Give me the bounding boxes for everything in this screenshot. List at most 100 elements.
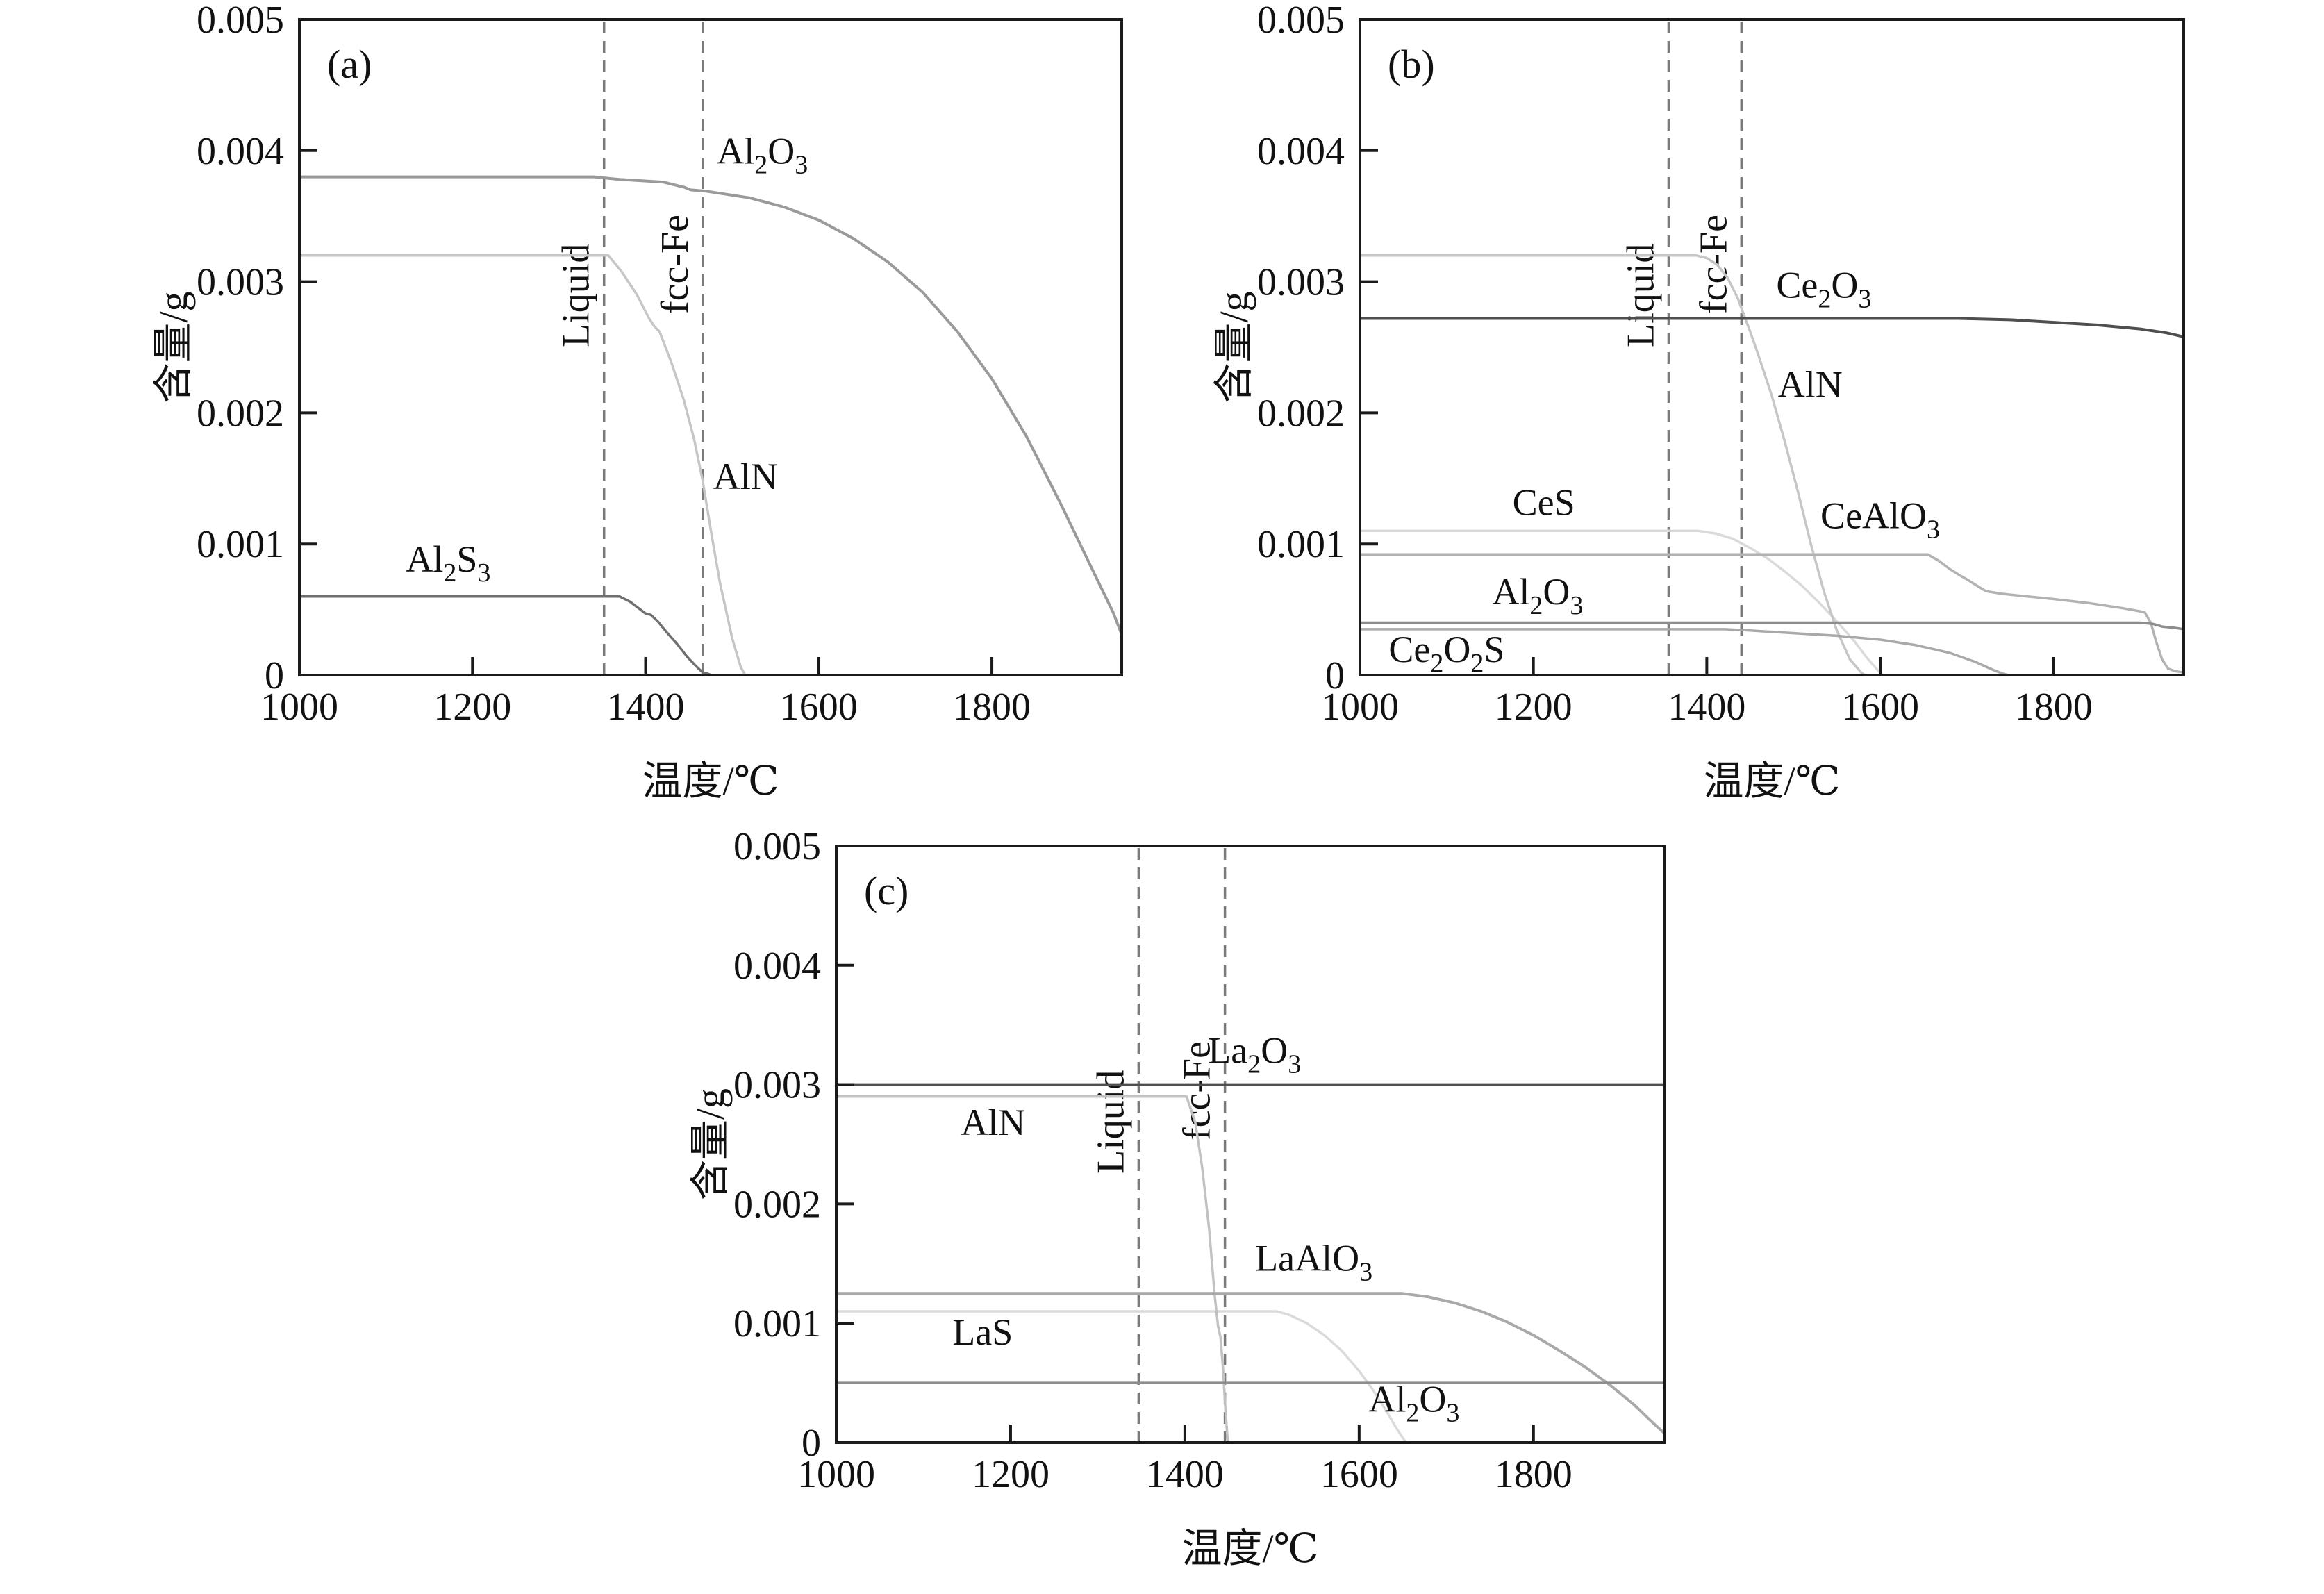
formula-subscript: 2 [1818, 284, 1831, 313]
formula-subscript: 2 [1247, 1050, 1261, 1079]
formula-subscript: 2 [443, 558, 456, 588]
curve-cealo3-b [1360, 553, 2184, 674]
x-axis-title-b: 温度/℃ [1704, 758, 1841, 804]
formula-text: CeS [1513, 482, 1575, 524]
formula-subscript: 3 [1927, 515, 1940, 545]
axis-frame-b [1359, 18, 2185, 676]
y-tick-label-a: 0.004 [197, 130, 284, 173]
x-tick-label-c: 1600 [1320, 1453, 1398, 1496]
formula-subscript: 2 [1529, 591, 1543, 620]
curve-ce2o2s-b [1360, 628, 2009, 676]
formula-subscript: 2 [1430, 649, 1443, 678]
formula-subscript: 3 [1858, 284, 1871, 313]
y-axis-title-a: 含量/g [151, 291, 196, 403]
y-tick-label-c: 0.003 [733, 1064, 821, 1107]
y-tick-label-b: 0.004 [1257, 130, 1345, 173]
x-tick-label-b: 1000 [1321, 686, 1399, 729]
curve-label-cealo3-b: CeAlO3 [1820, 495, 1940, 545]
y-tick-label-b: 0 [1325, 654, 1345, 697]
curve-ces-b [1360, 529, 1884, 676]
phase-boundary-label-fccfe-a: fcc-Fe [654, 215, 697, 314]
x-tick-label-a: 1400 [607, 686, 685, 729]
formula-subscript: 3 [1359, 1258, 1372, 1287]
panel-label-a: (a) [327, 42, 372, 87]
formula-subscript: 3 [477, 558, 490, 588]
y-tick-label-b: 0.005 [1257, 0, 1345, 42]
formula-text: O [1419, 1378, 1446, 1420]
x-tick-label-a: 1200 [433, 686, 511, 729]
phase-boundary-label-liquid-b: Liquid [1619, 244, 1662, 347]
formula-text: Al [1492, 571, 1529, 613]
x-tick-label-b: 1800 [2015, 686, 2093, 729]
y-tick-label-a: 0.001 [197, 523, 284, 566]
x-tick-label-a: 1000 [260, 686, 338, 729]
y-tick-label-c: 0 [802, 1422, 821, 1465]
curve-label-al2o3-b: Al2O3 [1492, 571, 1583, 620]
x-axis-title-c: 温度/℃ [1182, 1526, 1319, 1571]
formula-subscript: 3 [1570, 591, 1583, 620]
curve-label-ces-b: CeS [1513, 482, 1575, 524]
curve-label-aln-b: AlN [1778, 364, 1843, 406]
formula-text: Al [717, 131, 754, 172]
formula-text: O [1543, 571, 1570, 613]
formula-text: S [456, 538, 477, 580]
formula-text: AlN [961, 1102, 1025, 1143]
formula-text: Al [1368, 1378, 1406, 1420]
curve-aln-c [836, 1095, 1230, 1443]
formula-text: O [1261, 1030, 1288, 1072]
curve-laalo3-c [836, 1292, 1666, 1434]
formula-text: S [1484, 629, 1504, 670]
x-tick-label-a: 1800 [953, 686, 1031, 729]
y-tick-label-a: 0.003 [197, 261, 284, 304]
y-tick-label-a: 0.005 [197, 0, 284, 42]
formula-subscript: 3 [795, 151, 808, 180]
curve-label-al2s3-a: Al2S3 [406, 538, 490, 588]
formula-subscript: 3 [1446, 1398, 1459, 1427]
y-tick-label-a: 0.002 [197, 392, 284, 435]
phase-boundary-label-fccfe-b: fcc-Fe [1692, 215, 1735, 314]
axis-frame-c [835, 845, 1666, 1444]
phase-boundary-label-fccfe-c: fcc-Fe [1176, 1041, 1219, 1140]
x-tick-label-b: 1200 [1495, 686, 1572, 729]
x-tick-label-b: 1400 [1668, 686, 1745, 729]
x-tick-label-c: 1000 [797, 1453, 875, 1496]
curve-label-aln-a: AlN [713, 456, 778, 497]
x-tick-label-c: 1800 [1495, 1453, 1572, 1496]
curve-label-laalo3-c: LaAlO3 [1255, 1238, 1372, 1287]
curve-al2o3-b [1360, 621, 2184, 631]
panel-label-c: (c) [864, 868, 908, 913]
formula-text: O [1831, 264, 1858, 306]
x-tick-label-c: 1200 [972, 1453, 1049, 1496]
curve-label-aln-c: AlN [961, 1102, 1025, 1143]
formula-text: Al [406, 538, 443, 580]
formula-text: O [767, 131, 795, 172]
formula-text: LaAlO [1255, 1238, 1359, 1279]
axis-frame-a [298, 18, 1123, 676]
curve-label-la2o3-c: La2O3 [1208, 1030, 1301, 1079]
formula-text: AlN [713, 456, 778, 497]
phase-boundary-label-liquid-a: Liquid [555, 244, 598, 347]
curve-al2s3-a [299, 595, 712, 676]
y-tick-label-c: 0.004 [733, 945, 821, 988]
formula-text: AlN [1778, 364, 1843, 406]
formula-text: O [1443, 629, 1470, 670]
curve-las-c [836, 1310, 1408, 1444]
panel-label-b: (b) [1388, 42, 1435, 87]
formula-text: La [1208, 1030, 1247, 1072]
x-tick-label-a: 1600 [780, 686, 858, 729]
curve-label-al2o3-a: Al2O3 [717, 131, 808, 180]
curve-al2o3-a [299, 175, 1123, 636]
formula-subscript: 2 [754, 151, 767, 180]
y-tick-label-a: 0 [265, 654, 284, 697]
y-tick-label-b: 0.003 [1257, 261, 1345, 304]
formula-text: CeAlO [1820, 495, 1927, 537]
formula-text: Ce [1776, 264, 1818, 306]
formula-text: LaS [952, 1311, 1013, 1353]
y-axis-title-c: 含量/g [688, 1088, 733, 1200]
phase-boundary-label-liquid-c: Liquid [1089, 1070, 1132, 1174]
curve-ce2o3-b [1360, 317, 2184, 338]
